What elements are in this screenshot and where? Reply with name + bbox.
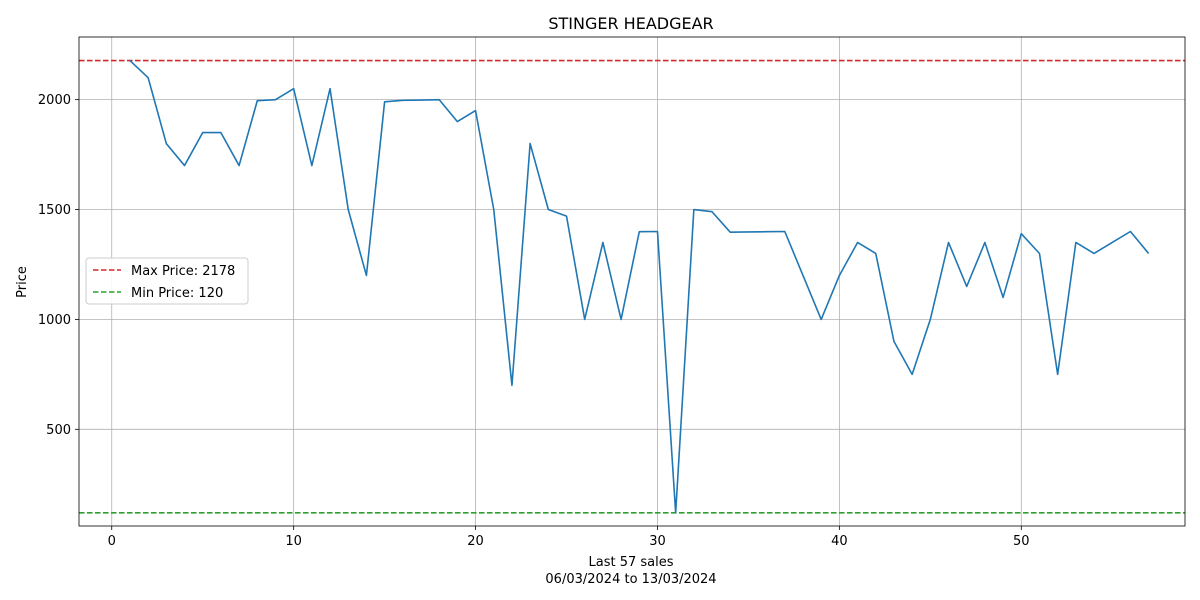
data-point xyxy=(292,87,295,90)
data-point xyxy=(783,230,786,233)
data-point xyxy=(929,318,932,321)
data-point xyxy=(801,274,804,277)
x-axis-sublabel: 06/03/2024 to 13/03/2024 xyxy=(545,572,716,587)
data-point xyxy=(619,318,622,321)
data-point xyxy=(856,241,859,244)
y-axis-label: Price xyxy=(15,266,30,298)
data-point xyxy=(147,76,150,79)
data-point xyxy=(310,164,313,167)
y-tick-label: 500 xyxy=(46,423,71,438)
series-layer xyxy=(128,59,1150,514)
data-point xyxy=(237,164,240,167)
x-tick-label: 40 xyxy=(831,534,848,549)
x-tick-label: 0 xyxy=(108,534,116,549)
data-point xyxy=(820,318,823,321)
y-tick-label: 1500 xyxy=(38,203,71,218)
legend-label-max: Max Price: 2178 xyxy=(131,264,235,279)
data-point xyxy=(1038,252,1041,255)
reference-lines xyxy=(79,59,1185,514)
x-axis-label: Last 57 sales xyxy=(588,555,673,570)
data-point xyxy=(601,241,604,244)
data-point xyxy=(328,87,331,90)
data-point xyxy=(529,142,532,145)
data-point xyxy=(365,274,368,277)
x-tick-label: 20 xyxy=(467,534,484,549)
series-line-0 xyxy=(129,59,1150,514)
data-point xyxy=(1092,252,1095,255)
data-point xyxy=(765,230,768,233)
data-point xyxy=(656,230,659,233)
y-tick-label: 2000 xyxy=(38,93,71,108)
y-tick-label: 1000 xyxy=(38,313,71,328)
data-point xyxy=(401,99,404,102)
data-point xyxy=(892,340,895,343)
data-point xyxy=(456,120,459,123)
data-point xyxy=(1129,230,1132,233)
data-point xyxy=(674,511,677,514)
data-point xyxy=(201,131,204,134)
data-point xyxy=(219,131,222,134)
data-point xyxy=(256,99,259,102)
y-axis-ticks: 500 1000 1500 2000 xyxy=(38,93,79,438)
data-point xyxy=(474,109,477,112)
data-point xyxy=(1074,241,1077,244)
plot-frame xyxy=(78,36,1186,527)
data-point xyxy=(947,241,950,244)
data-point xyxy=(1147,252,1150,255)
data-point xyxy=(347,208,350,211)
data-point xyxy=(128,59,131,62)
data-point xyxy=(710,210,713,213)
data-point xyxy=(583,318,586,321)
grid-lines xyxy=(79,37,1185,526)
data-point xyxy=(1056,373,1059,376)
x-tick-label: 50 xyxy=(1013,534,1030,549)
x-axis-ticks: 0 10 20 30 40 50 xyxy=(108,526,1030,549)
data-point xyxy=(747,230,750,233)
x-tick-label: 30 xyxy=(649,534,666,549)
data-point xyxy=(565,215,568,218)
legend-label-min: Min Price: 120 xyxy=(131,286,223,301)
data-point xyxy=(1020,232,1023,235)
chart-title: STINGER HEADGEAR xyxy=(548,14,713,33)
x-tick-label: 10 xyxy=(285,534,302,549)
data-point xyxy=(547,208,550,211)
data-point xyxy=(438,98,441,101)
data-point xyxy=(492,208,495,211)
data-point xyxy=(692,208,695,211)
data-point xyxy=(274,98,277,101)
data-point xyxy=(638,230,641,233)
data-point xyxy=(874,252,877,255)
data-point xyxy=(419,98,422,101)
data-point xyxy=(965,285,968,288)
data-point xyxy=(1111,241,1114,244)
data-point xyxy=(911,373,914,376)
data-point xyxy=(510,384,513,387)
data-point xyxy=(983,241,986,244)
data-point xyxy=(183,164,186,167)
data-point xyxy=(729,231,732,234)
data-point xyxy=(1001,296,1004,299)
data-point xyxy=(383,100,386,103)
data-point xyxy=(165,142,168,145)
legend: Max Price: 2178 Min Price: 120 xyxy=(85,257,249,305)
data-point xyxy=(838,274,841,277)
legend-frame xyxy=(85,257,249,305)
